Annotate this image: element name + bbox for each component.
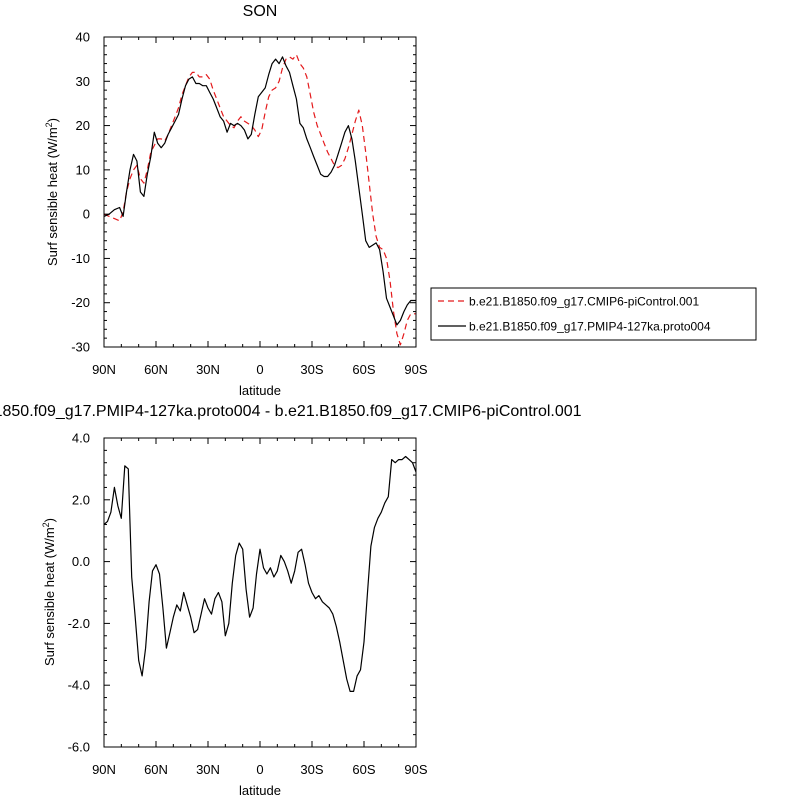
panel-1-x-tick-label: 60S (352, 362, 375, 377)
panel-1-y-tick-label: -20 (71, 295, 90, 310)
legend-label-pmip4: b.e21.B1850.f09_g17.PMIP4-127ka.proto004 (469, 320, 711, 334)
panel-2-chart: b.e21.B1850.f09_g17.PMIP4-127ka.proto004… (0, 403, 582, 798)
panel-1-series-line-2 (103, 56, 416, 326)
panel-1-x-tick-label: 0 (256, 362, 263, 377)
panel-2-x-tick-label: 90S (404, 762, 427, 777)
panel-2-title: b.e21.B1850.f09_g17.PMIP4-127ka.proto004… (0, 403, 582, 420)
panel-2-x-tick-label: 0 (256, 762, 263, 777)
panel-1-y-tick-label: 40 (76, 30, 90, 45)
panel-2-x-ticks: 90N 60N 30N 0 30S 60S 90S (92, 438, 428, 777)
panel-2-y-tick-label: 4.0 (72, 431, 90, 446)
legend: b.e21.B1850.f09_g17.CMIP6-piControl.001 … (430, 287, 757, 341)
panel-1-y-tick-label: 30 (76, 74, 90, 89)
legend-box (430, 287, 757, 341)
panel-2-y-axis-label: Surf sensible heat (W/m2) (41, 518, 57, 666)
panel-2-x-tick-label: 30N (196, 762, 220, 777)
panel-2-y-tick-label: -2.0 (68, 616, 90, 631)
panel-1-y-tick-label: -10 (71, 251, 90, 266)
panel-1-x-ticks: 90N 60N 30N 0 30S 60S 90S (92, 37, 428, 377)
panel-2-x-tick-label: 30S (300, 762, 323, 777)
panel-1-x-tick-label: 30S (300, 362, 323, 377)
panel-1-frame (103, 36, 417, 348)
panel-1-x-tick-label: 60N (144, 362, 168, 377)
panel-2-x-tick-label: 60S (352, 762, 375, 777)
panel-1-y-tick-label: 10 (76, 162, 90, 177)
panel-1-plot-area (103, 54, 416, 346)
panel-2-plot-area (103, 455, 417, 693)
legend-label-picontrol: b.e21.B1850.f09_g17.CMIP6-piControl.001 (469, 295, 699, 309)
panel-2-x-tick-label: 90N (92, 762, 116, 777)
panel-2-frame (103, 437, 417, 748)
panel-1-x-tick-label: 90N (92, 362, 116, 377)
panel-2-y-tick-label: -6.0 (68, 740, 90, 755)
panel-1-title: SON (243, 3, 278, 20)
panel-1-x-tick-label: 90S (404, 362, 427, 377)
panel-2-y-tick-label: 0.0 (72, 554, 90, 569)
panel-1-x-axis-label: latitude (239, 383, 281, 398)
panel-1-y-tick-label: 20 (76, 118, 90, 133)
panel-2-x-tick-label: 60N (144, 762, 168, 777)
panel-2-y-tick-label: 2.0 (72, 492, 90, 507)
panel-2-x-axis-label: latitude (239, 783, 281, 798)
panel-1-y-tick-label: -30 (71, 340, 90, 355)
panel-1-series-line-1 (103, 54, 416, 346)
panel-2-y-ticks: -6.0 -4.0 -2.0 0.0 2.0 4.0 (68, 431, 416, 755)
panel-1-x-tick-label: 30N (196, 362, 220, 377)
panel-1-y-tick-label: 0 (83, 207, 90, 222)
panel-2-y-tick-label: -4.0 (68, 678, 90, 693)
panel-1-y-axis-label: Surf sensible heat (W/m2) (44, 118, 60, 266)
panel-1-y-ticks: -30 -20 -10 0 10 20 30 40 (71, 30, 416, 355)
panel-2-series-line-1 (103, 455, 417, 693)
